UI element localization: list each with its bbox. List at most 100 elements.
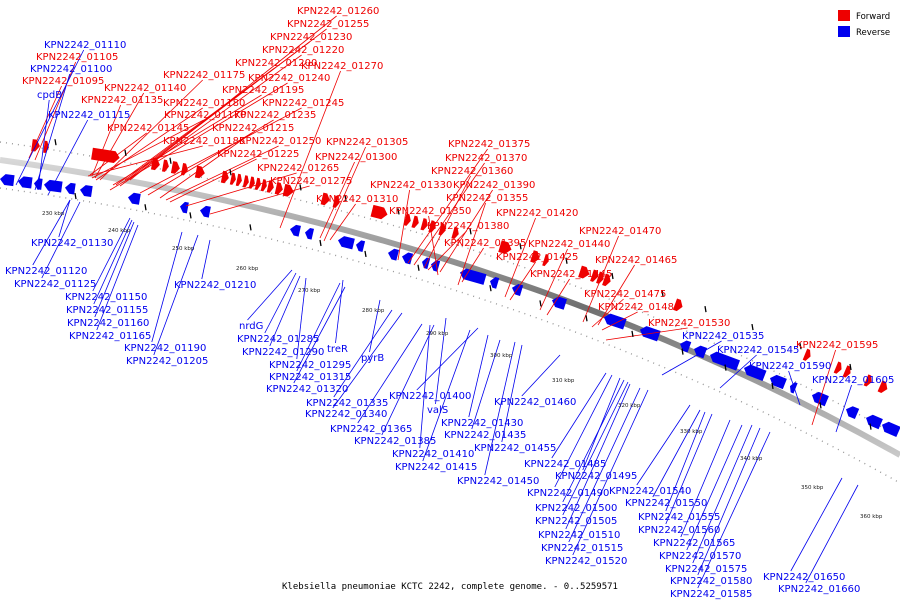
reverse-gene-label-kpn2242-01120[interactable]: KPN2242_01120: [5, 266, 87, 277]
forward-gene-label-kpn2242-01440[interactable]: KPN2242_01440: [528, 239, 610, 250]
forward-gene-arrow-30[interactable]: [542, 253, 550, 267]
reverse-gene-label-kpn2242-01190[interactable]: KPN2242_01190: [124, 343, 206, 354]
forward-gene-label-kpn2242-01370[interactable]: KPN2242_01370: [445, 153, 527, 164]
forward-gene-label-kpn2242-01270[interactable]: KPN2242_01270: [301, 61, 383, 72]
reverse-gene-label-kpn2242-01585[interactable]: KPN2242_01585: [670, 589, 752, 600]
forward-gene-label-kpn2242-01265[interactable]: KPN2242_01265: [257, 163, 339, 174]
reverse-gene-label-kpn2242-01100[interactable]: KPN2242_01100: [30, 64, 112, 75]
reverse-gene-label-kpn2242-01555[interactable]: KPN2242_01555: [638, 512, 720, 523]
reverse-gene-label-kpn2242-01205[interactable]: KPN2242_01205: [126, 356, 208, 367]
reverse-gene-label-kpn2242-01315[interactable]: KPN2242_01315: [269, 372, 351, 383]
reverse-gene-label-kpn2242-01210[interactable]: KPN2242_01210: [174, 280, 256, 291]
forward-gene-label-kpn2242-01305[interactable]: KPN2242_01305: [326, 137, 408, 148]
reverse-gene-label-kpn2242-01385[interactable]: KPN2242_01385: [354, 436, 436, 447]
forward-gene-label-kpn2242-01135[interactable]: KPN2242_01135: [81, 95, 163, 106]
reverse-gene-label-kpn2242-01430[interactable]: KPN2242_01430: [441, 418, 523, 429]
reverse-gene-label-kpn2242-01365[interactable]: KPN2242_01365: [330, 424, 412, 435]
reverse-gene-arrow-27[interactable]: [742, 363, 767, 382]
forward-gene-label-kpn2242-01255[interactable]: KPN2242_01255: [287, 19, 369, 30]
reverse-gene-label-kpn2242-01545[interactable]: KPN2242_01545: [717, 345, 799, 356]
forward-gene-label-kpn2242-01595[interactable]: KPN2242_01595: [796, 340, 878, 351]
reverse-gene-label-kpn2242-01660[interactable]: KPN2242_01660: [778, 584, 860, 595]
forward-gene-label-kpn2242-01180[interactable]: KPN2242_01180: [163, 98, 245, 109]
reverse-gene-label-kpn2242-01295[interactable]: KPN2242_01295: [269, 360, 351, 371]
reverse-gene-label-kpn2242-01510[interactable]: KPN2242_01510: [538, 530, 620, 541]
reverse-gene-label-pyrb[interactable]: pyrB: [361, 353, 384, 364]
reverse-gene-label-kpn2242-01115[interactable]: KPN2242_01115: [48, 110, 130, 121]
reverse-gene-arrow-19[interactable]: [488, 276, 500, 289]
reverse-gene-label-kpn2242-01155[interactable]: KPN2242_01155: [66, 305, 148, 316]
reverse-gene-label-kpn2242-01605[interactable]: KPN2242_01605: [812, 375, 894, 386]
forward-gene-label-kpn2242-01215[interactable]: KPN2242_01215: [212, 123, 294, 134]
reverse-gene-arrow-31[interactable]: [844, 404, 860, 420]
forward-gene-arrow-6[interactable]: [170, 161, 181, 174]
forward-gene-arrow-19[interactable]: [320, 192, 332, 207]
reverse-gene-label-kpn2242-01490[interactable]: KPN2242_01490: [527, 488, 609, 499]
reverse-gene-label-kpn2242-01550[interactable]: KPN2242_01550: [625, 498, 707, 509]
reverse-gene-label-kpn2242-01165[interactable]: KPN2242_01165: [69, 331, 151, 342]
forward-gene-arrow-23[interactable]: [411, 215, 420, 229]
forward-gene-arrow-21[interactable]: [370, 204, 389, 221]
reverse-gene-label-kpn2242-01415[interactable]: KPN2242_01415: [395, 462, 477, 473]
reverse-gene-label-kpn2242-01575[interactable]: KPN2242_01575: [665, 564, 747, 575]
reverse-gene-arrow-5[interactable]: [64, 182, 76, 195]
reverse-gene-label-kpn2242-01540[interactable]: KPN2242_01540: [609, 486, 691, 497]
forward-gene-arrow-13[interactable]: [248, 176, 256, 190]
forward-gene-arrow-18[interactable]: [282, 183, 295, 198]
forward-gene-label-kpn2242-01230[interactable]: KPN2242_01230: [270, 32, 352, 43]
reverse-gene-label-trer[interactable]: treR: [327, 344, 348, 355]
forward-gene-label-kpn2242-01185[interactable]: KPN2242_01185: [163, 136, 245, 147]
reverse-gene-label-kpn2242-01290[interactable]: KPN2242_01290: [242, 347, 324, 358]
reverse-gene-arrow-13[interactable]: [355, 239, 366, 252]
forward-gene-label-kpn2242-01240[interactable]: KPN2242_01240: [248, 73, 330, 84]
reverse-gene-arrow-14[interactable]: [387, 247, 400, 261]
reverse-gene-label-kpn2242-01335[interactable]: KPN2242_01335: [306, 398, 388, 409]
reverse-gene-label-kpn2242-01650[interactable]: KPN2242_01650: [763, 572, 845, 583]
reverse-gene-arrow-22[interactable]: [602, 312, 627, 330]
reverse-gene-label-kpn2242-01435[interactable]: KPN2242_01435: [444, 430, 526, 441]
reverse-gene-label-kpn2242-01505[interactable]: KPN2242_01505: [535, 516, 617, 527]
reverse-gene-label-kpn2242-01450[interactable]: KPN2242_01450: [457, 476, 539, 487]
forward-gene-arrow-8[interactable]: [194, 165, 206, 179]
reverse-gene-label-kpn2242-01340[interactable]: KPN2242_01340: [305, 409, 387, 420]
forward-gene-arrow-37[interactable]: [833, 361, 844, 375]
reverse-gene-label-kpn2242-01160[interactable]: KPN2242_01160: [67, 318, 149, 329]
forward-gene-label-kpn2242-01195[interactable]: KPN2242_01195: [222, 85, 304, 96]
forward-gene-label-kpn2242-01260[interactable]: KPN2242_01260: [297, 6, 379, 17]
forward-gene-label-kpn2242-01465[interactable]: KPN2242_01465: [595, 255, 677, 266]
forward-gene-arrow-26[interactable]: [438, 223, 447, 236]
reverse-gene-label-kpn2242-01560[interactable]: KPN2242_01560: [638, 525, 720, 536]
reverse-gene-arrow-4[interactable]: [43, 179, 63, 193]
reverse-gene-arrow-9[interactable]: [199, 205, 211, 218]
forward-gene-arrow-27[interactable]: [451, 226, 460, 240]
forward-gene-arrow-16[interactable]: [266, 180, 275, 193]
reverse-gene-arrow-11[interactable]: [304, 227, 315, 240]
reverse-gene-arrow-24[interactable]: [678, 339, 692, 353]
forward-gene-arrow-32[interactable]: [590, 269, 599, 283]
reverse-gene-arrow-10[interactable]: [289, 224, 301, 237]
forward-gene-label-kpn2242-01300[interactable]: KPN2242_01300: [315, 152, 397, 163]
forward-gene-label-kpn2242-01350[interactable]: KPN2242_01350: [389, 206, 471, 217]
forward-gene-arrow-11[interactable]: [235, 173, 243, 187]
reverse-gene-arrow-21[interactable]: [550, 295, 568, 310]
reverse-gene-arrow-1[interactable]: [0, 174, 15, 187]
reverse-gene-arrow-6[interactable]: [79, 184, 93, 198]
forward-gene-arrow-15[interactable]: [260, 179, 268, 192]
forward-gene-arrow-34[interactable]: [602, 273, 612, 288]
reverse-gene-arrow-33[interactable]: [880, 420, 900, 438]
forward-gene-label-kpn2242-01475[interactable]: KPN2242_01475: [584, 289, 666, 300]
reverse-gene-label-kpn2242-01460[interactable]: KPN2242_01460: [494, 397, 576, 408]
reverse-gene-arrow-17[interactable]: [430, 259, 441, 272]
forward-gene-label-kpn2242-01425[interactable]: KPN2242_01425: [496, 252, 578, 263]
reverse-gene-label-kpn2242-01535[interactable]: KPN2242_01535: [682, 331, 764, 342]
reverse-gene-label-kpn2242-01495[interactable]: KPN2242_01495: [555, 471, 637, 482]
forward-gene-label-kpn2242-01200[interactable]: KPN2242_01200: [235, 58, 317, 69]
forward-gene-label-kpn2242-01145[interactable]: KPN2242_01145: [107, 123, 189, 134]
reverse-gene-label-kpn2242-01515[interactable]: KPN2242_01515: [541, 543, 623, 554]
forward-gene-arrow-10[interactable]: [229, 172, 237, 186]
reverse-gene-label-kpn2242-01570[interactable]: KPN2242_01570: [659, 551, 741, 562]
forward-gene-arrow-25[interactable]: [428, 220, 437, 233]
reverse-gene-label-kpn2242-01130[interactable]: KPN2242_01130: [31, 238, 113, 249]
forward-gene-label-kpn2242-01170[interactable]: KPN2242_01170: [164, 110, 246, 121]
forward-gene-label-kpn2242-01380[interactable]: KPN2242_01380: [427, 221, 509, 232]
